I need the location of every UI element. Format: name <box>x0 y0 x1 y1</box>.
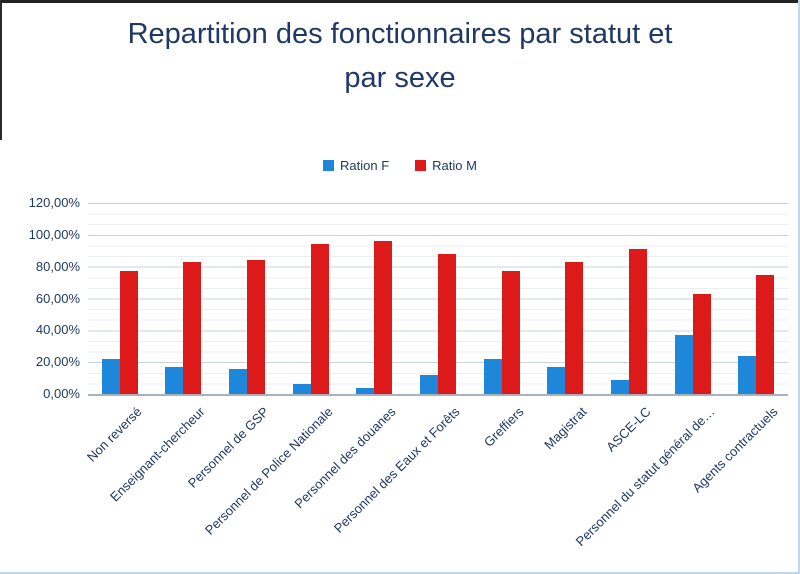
legend-label-m: Ratio M <box>432 158 477 173</box>
bar-m <box>438 253 457 394</box>
bar-group <box>661 203 725 394</box>
bar-f <box>165 366 184 394</box>
top-edge-line <box>0 0 800 3</box>
right-edge-line <box>798 0 800 574</box>
bar-group <box>597 203 661 394</box>
legend-item-m: Ratio M <box>415 158 477 173</box>
bar-group <box>279 203 343 394</box>
bar-m <box>628 249 647 394</box>
bar-group <box>406 203 470 394</box>
x-axis-line <box>88 394 788 396</box>
y-tick-label: 20,00% <box>35 354 80 370</box>
bar-m <box>310 244 329 394</box>
y-tick-label: 120,00% <box>28 195 80 210</box>
bar-group <box>724 203 788 394</box>
plot-area <box>88 203 788 394</box>
chart-title: Repartition des fonctionnaires par statu… <box>0 12 800 100</box>
y-tick-label: 60,00% <box>35 290 80 306</box>
bar-m <box>374 241 393 394</box>
chart-legend: Ration F Ratio M <box>0 158 800 173</box>
bar-f <box>101 358 120 394</box>
bar-f <box>483 358 502 394</box>
bar-f <box>610 379 629 394</box>
bar-m <box>692 293 711 394</box>
bar-m <box>565 261 584 394</box>
bar-m <box>501 271 520 394</box>
bar-f <box>229 368 248 394</box>
bar-f <box>547 366 566 394</box>
bar-group <box>88 203 152 394</box>
bar-group <box>215 203 279 394</box>
bar-m <box>183 261 202 394</box>
bar-group <box>152 203 216 394</box>
bar-m <box>756 274 775 394</box>
bar-f <box>420 374 439 394</box>
bar-f <box>674 335 693 394</box>
chart-title-line2: par sexe <box>344 62 456 94</box>
bar-f <box>356 387 375 394</box>
legend-swatch-f <box>323 160 335 171</box>
bar-group <box>343 203 407 394</box>
y-tick-label: 0,00% <box>43 386 80 401</box>
bar-group <box>533 203 597 394</box>
bar-m <box>247 260 266 394</box>
y-tick-label: 40,00% <box>35 322 80 338</box>
legend-swatch-m <box>415 160 427 171</box>
legend-label-f: Ration F <box>340 158 390 173</box>
bottom-edge-line <box>0 572 800 574</box>
bar-f <box>738 355 757 394</box>
legend-item-f: Ration F <box>323 158 389 173</box>
y-tick-label: 100,00% <box>28 226 80 242</box>
left-edge-line <box>0 0 2 140</box>
bar-m <box>119 271 138 394</box>
bar-group <box>470 203 534 394</box>
y-tick-label: 80,00% <box>35 258 80 274</box>
chart-title-line1: Repartition des fonctionnaires par statu… <box>127 18 673 50</box>
bar-f <box>292 384 311 394</box>
